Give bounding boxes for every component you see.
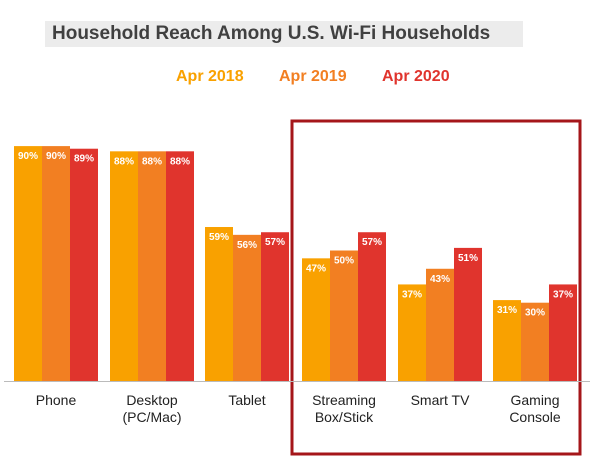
highlight-box [290,119,582,456]
data-label-streaming-box-stick-apr-2020: 57% [362,237,382,248]
bar-gaming-console-apr-2019 [521,302,549,381]
data-label-phone-apr-2019: 90% [46,151,66,162]
data-label-desktop-pc-mac-apr-2019: 88% [142,156,162,167]
data-label-streaming-box-stick-apr-2019: 50% [334,256,354,267]
data-label-desktop-pc-mac-apr-2020: 88% [170,156,190,167]
category-label-desktop-pc-mac-line-2: (PC/Mac) [122,409,181,425]
bar-tablet-apr-2019 [233,234,261,381]
data-label-gaming-console-apr-2019: 30% [525,308,545,319]
bar-tablet-apr-2018 [205,227,233,381]
data-label-gaming-console-apr-2018: 31% [497,305,517,316]
category-label-streaming-box-stick-line-2: Box/Stick [315,409,374,425]
title-background [45,21,523,47]
bar-desktop-pc-mac-apr-2020 [166,151,194,381]
bar-phone-apr-2018 [14,146,42,381]
bar-gaming-console-apr-2018 [493,300,521,381]
bar-phone-apr-2020 [70,148,98,381]
category-label-phone: Phone [36,392,77,408]
data-label-tablet-apr-2019: 56% [237,240,257,251]
data-label-tablet-apr-2020: 57% [265,237,285,248]
legend-item-apr-2018: Apr 2018 [176,68,244,85]
bar-smart-tv-apr-2020 [454,247,482,381]
category-label-gaming-console-line-1: Gaming [510,392,559,408]
bar-streaming-box-stick-apr-2019 [330,250,358,381]
bar-streaming-box-stick-apr-2020 [358,232,386,381]
data-label-smart-tv-apr-2018: 37% [402,289,422,300]
bar-desktop-pc-mac-apr-2019 [138,151,166,381]
bar-phone-apr-2019 [42,146,70,381]
data-label-phone-apr-2020: 89% [74,154,94,165]
data-label-gaming-console-apr-2020: 37% [553,289,573,300]
chart-title: Household Reach Among U.S. Wi-Fi Househo… [52,23,491,44]
bar-smart-tv-apr-2019 [426,268,454,381]
data-label-desktop-pc-mac-apr-2018: 88% [114,156,134,167]
data-label-phone-apr-2018: 90% [18,151,38,162]
bar-streaming-box-stick-apr-2018 [302,258,330,381]
data-label-smart-tv-apr-2019: 43% [430,274,450,285]
category-label-gaming-console-line-2: Console [509,409,561,425]
bar-gaming-console-apr-2020 [549,284,577,381]
category-label-tablet: Tablet [228,392,265,408]
category-label-smart-tv: Smart TV [411,392,471,408]
data-label-tablet-apr-2018: 59% [209,232,229,243]
legend-item-apr-2019: Apr 2019 [279,68,347,85]
category-label-streaming-box-stick-line-1: Streaming [312,392,376,408]
bar-desktop-pc-mac-apr-2018 [110,151,138,381]
bar-smart-tv-apr-2018 [398,284,426,381]
data-label-smart-tv-apr-2020: 51% [458,253,478,264]
legend-item-apr-2020: Apr 2020 [382,68,450,85]
data-label-streaming-box-stick-apr-2018: 47% [306,263,326,274]
bar-tablet-apr-2020 [261,232,289,381]
category-label-desktop-pc-mac-line-1: Desktop [126,392,178,408]
